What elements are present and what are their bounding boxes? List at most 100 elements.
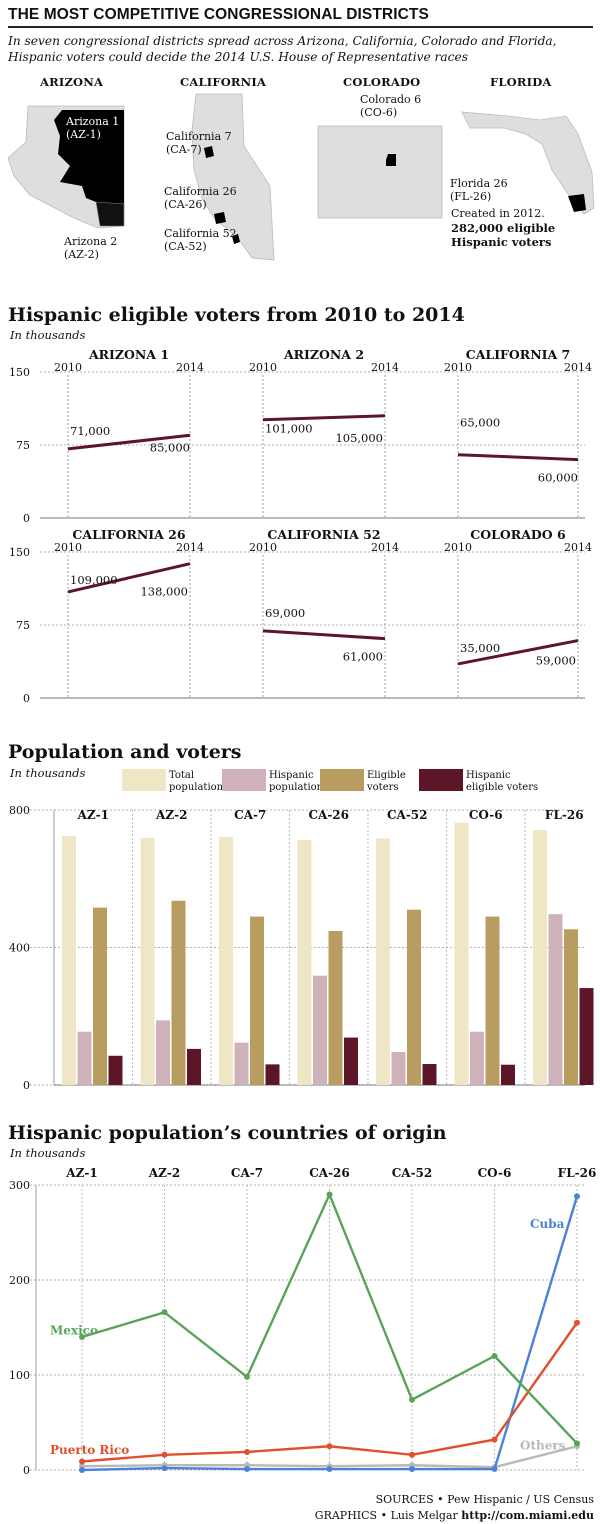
ca52-district	[232, 234, 240, 244]
california-map	[191, 93, 275, 261]
eligible-x-tick: 2014	[176, 541, 204, 554]
eligible-panel-title: CALIFORNIA 52	[267, 527, 380, 542]
origin-category-label: CA-7	[231, 1166, 263, 1180]
eligible-data-label-2010: 69,000	[265, 606, 305, 620]
bar-category-label: CO-6	[469, 808, 503, 822]
population-section-unit: In thousands	[10, 766, 86, 780]
page-subtitle: In seven congressional districts spread …	[8, 34, 557, 64]
bar-category-label: FL-26	[545, 808, 584, 822]
origin-y-tick: 100	[9, 1369, 30, 1382]
bar-eligible-voters	[485, 916, 500, 1085]
origin-point-cuba	[161, 1465, 168, 1472]
eligible-y-tick: 150	[9, 546, 30, 559]
eligible-trend-line	[262, 629, 386, 641]
eligible-y-tick: 75	[16, 619, 30, 632]
map-title-arizona: ARIZONA	[40, 75, 104, 89]
legend-swatch	[419, 769, 463, 791]
origin-point-cuba	[574, 1193, 580, 1200]
eligible-y-tick: 0	[23, 692, 30, 705]
eligible-x-tick: 2014	[564, 361, 592, 374]
map-title-colorado: COLORADO	[343, 75, 421, 89]
bar-category-label: CA-7	[234, 808, 266, 822]
bar-total-population	[140, 837, 155, 1085]
co6-district	[386, 154, 396, 166]
origin-point-puerto-rico	[491, 1436, 498, 1443]
origin-series-label: Cuba	[530, 1217, 565, 1231]
origin-category-label: CA-52	[392, 1166, 433, 1180]
eligible-x-tick: 2010	[54, 541, 82, 554]
origin-series-label: Puerto Rico	[50, 1443, 129, 1457]
florida-map	[461, 111, 595, 215]
legend-label: Hispanic	[466, 770, 511, 781]
eligible-data-label-2014: 85,000	[150, 440, 190, 454]
bar-y-tick: 800	[9, 804, 30, 817]
origin-point-mexico	[491, 1353, 498, 1359]
eligible-data-label-2010: 35,000	[460, 641, 500, 655]
eligible-panel-title: ARIZONA 1	[88, 347, 169, 362]
origin-point-cuba	[79, 1467, 85, 1473]
map-label-ca52: California 52 (CA-52)	[164, 227, 237, 253]
bar-hispanic-eligible	[579, 988, 594, 1085]
origin-y-tick: 200	[9, 1274, 30, 1287]
origin-point-puerto-rico	[79, 1458, 85, 1465]
eligible-y-tick: 150	[9, 366, 30, 379]
eligible-trend-line	[457, 453, 579, 462]
legend-swatch	[320, 769, 364, 791]
ca7-district	[204, 146, 214, 158]
origin-point-puerto-rico	[574, 1319, 580, 1326]
origin-point-puerto-rico	[161, 1451, 168, 1458]
eligible-x-tick: 2010	[444, 361, 472, 374]
eligible-x-tick: 2014	[564, 541, 592, 554]
bar-hispanic-population	[77, 1031, 92, 1085]
eligible-data-label-2014: 59,000	[536, 654, 576, 668]
map-title-california: CALIFORNIA	[180, 75, 267, 89]
eligible-trend-line	[262, 414, 386, 422]
eligible-trend-line	[457, 639, 579, 666]
fl26-note-bold-2: Hispanic voters	[451, 235, 552, 249]
bar-hispanic-eligible	[501, 1064, 515, 1085]
bar-total-population	[219, 836, 233, 1085]
fl26-note: Created in 2012.	[451, 207, 545, 220]
origin-point-mexico	[326, 1191, 333, 1198]
origin-point-cuba	[491, 1466, 498, 1473]
bar-eligible-voters	[171, 900, 186, 1085]
eligible-x-tick: 2010	[249, 541, 277, 554]
origin-category-label: AZ-1	[65, 1166, 97, 1180]
legend-label: Total	[169, 770, 194, 781]
eligible-data-label-2010: 109,000	[70, 573, 118, 587]
credits-url[interactable]: http://com.miami.edu	[461, 1509, 594, 1522]
eligible-panel-title: COLORADO 6	[470, 527, 566, 542]
bar-hispanic-population	[391, 1052, 406, 1085]
bar-hispanic-eligible	[344, 1037, 358, 1085]
population-bar-chart: 0 400 800 AZ-1 AZ-2 CA-7 CA-26 CA-52 CO-6 FL-26	[9, 804, 594, 1092]
origin-section-title: Hispanic population’s countries of origi…	[8, 1122, 447, 1144]
legend-label: population	[169, 782, 224, 793]
eligible-x-tick: 2010	[249, 361, 277, 374]
bar-category-label: AZ-1	[77, 808, 109, 822]
origin-point-cuba	[409, 1466, 415, 1473]
origin-point-puerto-rico	[326, 1443, 333, 1450]
origin-point-mexico	[574, 1440, 580, 1447]
eligible-x-tick: 2014	[371, 361, 399, 374]
eligible-x-tick: 2010	[444, 541, 472, 554]
eligible-y-tick: 75	[16, 439, 30, 452]
map-label-az2: Arizona 2 (AZ-2)	[64, 235, 118, 261]
map-label-ca7: California 7 (CA-7)	[166, 130, 232, 156]
legend-label: Eligible	[367, 770, 406, 781]
eligible-panel-title: CALIFORNIA 26	[72, 527, 185, 542]
eligible-data-label-2014: 60,000	[538, 471, 578, 485]
population-legend: TotalpopulationHispanicpopulationEligibl…	[122, 769, 538, 793]
bar-hispanic-population	[313, 975, 327, 1085]
eligible-data-label-2010: 71,000	[70, 424, 110, 438]
population-section-title: Population and voters	[8, 741, 242, 763]
bar-eligible-voters	[250, 916, 264, 1085]
bar-total-population	[533, 829, 547, 1085]
az2-district	[95, 201, 125, 227]
eligible-data-label-2014: 138,000	[140, 585, 188, 599]
bar-total-population	[62, 836, 76, 1085]
bar-hispanic-eligible	[108, 1055, 123, 1085]
eligible-data-label-2014: 61,000	[343, 650, 383, 664]
bar-hispanic-population	[470, 1031, 484, 1085]
bar-y-tick: 400	[9, 942, 30, 955]
origin-point-cuba	[244, 1466, 250, 1473]
